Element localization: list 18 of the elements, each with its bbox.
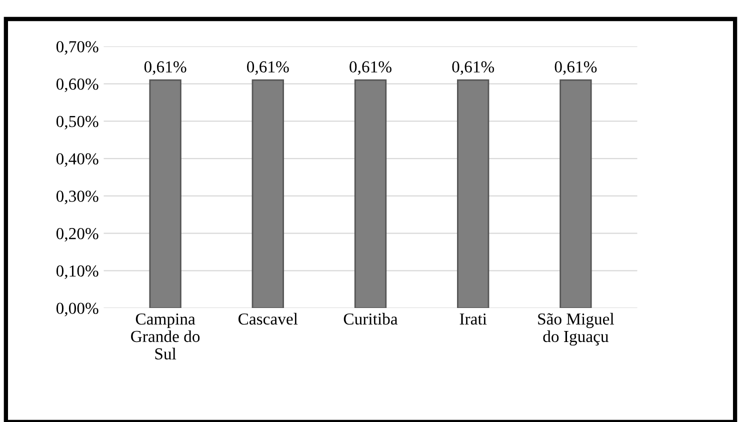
y-tick-label: 0,40% (56, 153, 98, 167)
x-tick-label: Cascavel (238, 312, 298, 325)
data-label: 0,61% (247, 61, 289, 75)
y-tick-label: 0,10% (56, 265, 98, 280)
y-tick-label: 0,60% (56, 78, 98, 92)
y-tick-label: 0,30% (56, 190, 98, 204)
x-tick-label: Curitiba (344, 312, 398, 325)
x-tick-label: Irati (460, 313, 487, 325)
data-label: 0,61% (144, 61, 186, 75)
x-tick-label: Campina Grande do Sul (131, 313, 200, 360)
data-label: 0,61% (554, 61, 597, 75)
y-tick-label: 0,70% (56, 41, 98, 55)
y-tick-label: 0,00% (56, 302, 98, 316)
y-tick-label: 0,50% (56, 116, 98, 130)
data-label: 0,61% (452, 61, 494, 75)
x-tick-label: São Miguel do Iguaçu (538, 312, 614, 346)
y-tick-label: 0,20% (56, 228, 98, 242)
data-label: 0,61% (350, 61, 392, 75)
